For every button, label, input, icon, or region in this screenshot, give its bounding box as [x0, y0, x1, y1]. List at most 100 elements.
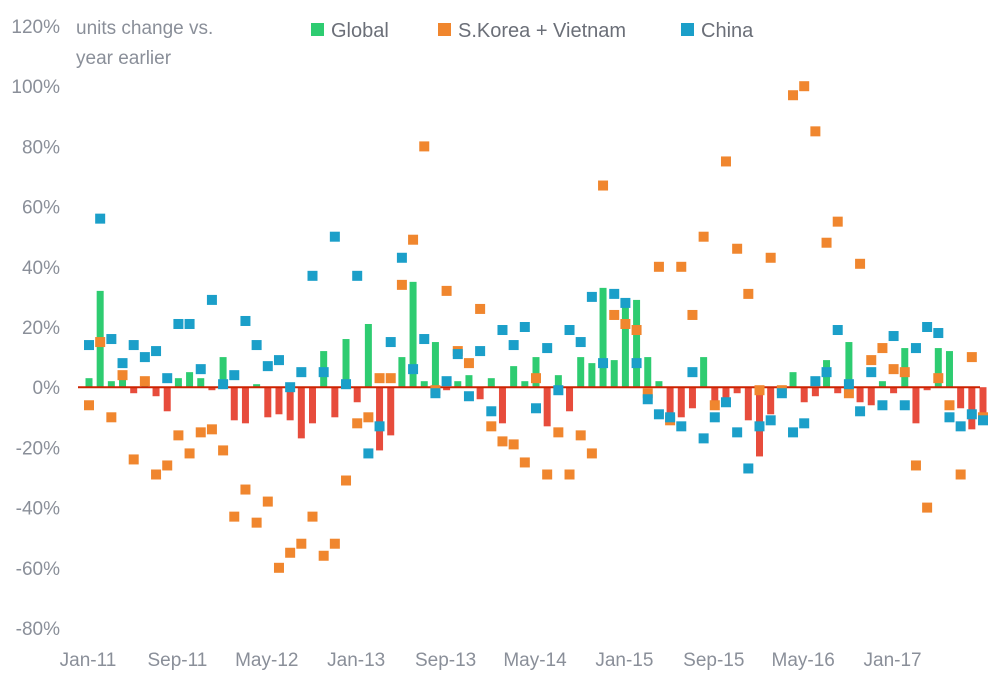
global-bar — [566, 387, 574, 412]
china-point — [553, 385, 564, 396]
china-point — [441, 376, 452, 387]
korea-vietnam-point — [531, 373, 541, 384]
china-point — [855, 406, 866, 417]
global-bar — [800, 387, 808, 403]
global-bar — [241, 387, 249, 424]
china-point — [430, 388, 441, 399]
korea-vietnam-point — [463, 358, 474, 369]
korea-vietnam-point — [575, 430, 586, 441]
china-point — [620, 297, 631, 308]
korea-vietnam-point — [441, 285, 452, 296]
china-point — [653, 409, 664, 420]
china-point — [743, 463, 754, 474]
korea-vietnam-point — [396, 279, 407, 290]
korea-vietnam-point — [866, 355, 877, 366]
korea-vietnam-point — [855, 258, 866, 269]
korea-vietnam-point — [899, 367, 910, 378]
global-bar — [443, 387, 451, 391]
korea-vietnam-point — [609, 309, 620, 320]
korea-vietnam-point — [732, 243, 743, 254]
global-bar — [85, 378, 93, 388]
x-tick-label: May-16 — [772, 650, 835, 671]
x-tick-label: Jan-11 — [60, 650, 117, 671]
korea-vietnam-point — [743, 288, 754, 299]
global-bar — [130, 387, 138, 394]
korea-vietnam-point — [754, 385, 765, 396]
china-point — [821, 367, 832, 378]
china-point — [408, 364, 419, 375]
korea-vietnam-point — [173, 430, 184, 441]
korea-vietnam-point — [486, 421, 497, 432]
korea-vietnam-point — [586, 448, 597, 459]
global-bar — [152, 387, 160, 397]
x-tick-label: Jan-15 — [595, 650, 653, 671]
china-point — [609, 288, 620, 299]
y-tick-label: -60% — [16, 559, 60, 580]
global-bar — [733, 387, 741, 394]
x-tick-label: Jan-17 — [864, 650, 922, 671]
global-bar — [610, 360, 618, 388]
china-point — [329, 231, 340, 242]
global-bar — [633, 299, 641, 388]
korea-vietnam-point — [832, 216, 843, 227]
global-bar — [867, 387, 875, 406]
global-bar — [644, 357, 652, 388]
china-point — [631, 358, 642, 369]
legend-swatch-china — [681, 23, 694, 36]
legend: Global S.Korea + Vietnam China — [311, 20, 754, 42]
china-point — [318, 367, 329, 378]
china-point — [732, 427, 743, 438]
korea-vietnam-point — [564, 469, 575, 480]
y-tick-label: 120% — [11, 17, 60, 38]
china-point — [95, 213, 106, 224]
global-bar — [968, 387, 976, 430]
korea-vietnam-point — [374, 373, 385, 384]
china-point — [285, 382, 296, 393]
korea-vietnam-point — [944, 400, 955, 411]
china-point — [676, 421, 687, 432]
korea-vietnam-point — [676, 261, 687, 272]
global-bar — [342, 339, 350, 388]
korea-vietnam-point — [799, 81, 810, 92]
china-point — [173, 318, 184, 329]
china-point — [273, 355, 284, 366]
china-point — [374, 421, 385, 432]
korea-vietnam-point — [933, 373, 944, 384]
korea-vietnam-point — [475, 303, 486, 314]
china-point — [765, 415, 776, 426]
global-bar — [286, 387, 294, 421]
korea-vietnam-point — [598, 180, 609, 191]
global-bar — [979, 387, 987, 418]
china-point — [229, 370, 240, 381]
china-point — [341, 379, 352, 390]
korea-vietnam-point — [765, 252, 776, 263]
china-point — [128, 340, 139, 351]
global-bar — [543, 387, 551, 427]
china-point — [799, 418, 810, 429]
china-point — [486, 406, 497, 417]
korea-vietnam-point — [352, 418, 363, 429]
korea-vietnam-point — [139, 376, 150, 387]
global-bar — [163, 387, 171, 412]
y-tick-label: 40% — [22, 258, 60, 279]
china-point — [162, 373, 173, 384]
china-point — [642, 394, 653, 405]
korea-vietnam-point — [843, 388, 854, 399]
china-point — [296, 367, 307, 378]
china-point — [396, 252, 407, 263]
korea-vietnam-point — [184, 448, 195, 459]
y-tick-label: 20% — [22, 318, 60, 339]
global-bar — [890, 387, 898, 394]
global-bar — [834, 387, 842, 394]
global-bar — [364, 323, 372, 388]
china-point — [776, 388, 787, 399]
china-point — [117, 358, 128, 369]
korea-vietnam-point — [151, 469, 162, 480]
global-bar — [856, 387, 864, 403]
china-point — [463, 391, 474, 402]
y-axis-label-line2: year earlier — [76, 48, 172, 69]
global-bar — [945, 351, 953, 388]
china-point — [195, 364, 206, 375]
korea-vietnam-point — [285, 547, 296, 558]
